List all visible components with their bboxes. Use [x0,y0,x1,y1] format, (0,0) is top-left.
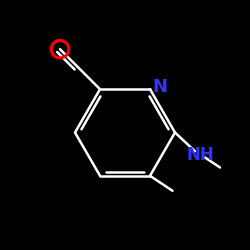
Text: NH: NH [186,146,214,164]
Text: N: N [152,78,168,96]
